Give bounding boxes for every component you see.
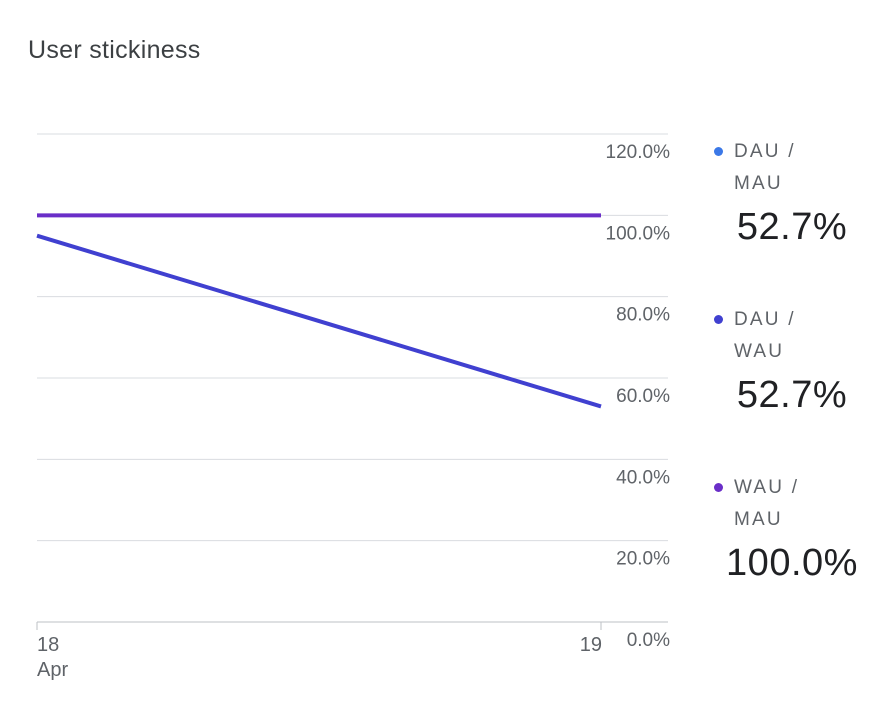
y-tick-label: 80.0% bbox=[616, 305, 670, 326]
y-tick-label: 0.0% bbox=[627, 630, 670, 651]
legend-label: DAU / MAU bbox=[734, 141, 796, 194]
legend-dot-icon bbox=[714, 483, 723, 492]
legend-value: 52.7% bbox=[736, 206, 848, 248]
legend-value: 52.7% bbox=[736, 374, 848, 416]
x-tick-label: 18 bbox=[37, 634, 59, 656]
legend-item-dau-mau[interactable]: DAU / MAU 52.7% bbox=[712, 136, 877, 304]
legend-dot-icon bbox=[714, 315, 723, 324]
legend-item-dau-wau[interactable]: DAU / WAU 52.7% bbox=[712, 304, 877, 472]
y-tick-label: 40.0% bbox=[616, 467, 670, 488]
legend-label: WAU / MAU bbox=[734, 477, 800, 530]
chart-legend: DAU / MAU 52.7% DAU / WAU 52.7% WAU / MA… bbox=[712, 136, 877, 640]
card-title: User stickiness bbox=[28, 36, 201, 64]
legend-value: 100.0% bbox=[726, 542, 858, 584]
x-tick-label: 19 bbox=[580, 634, 602, 656]
series-line-dau-mau[interactable] bbox=[36, 233, 602, 409]
y-tick-label: 100.0% bbox=[606, 223, 671, 244]
y-tick-label: 20.0% bbox=[616, 549, 670, 570]
y-tick-label: 120.0% bbox=[606, 142, 671, 163]
line-chart: 0.0% 20.0% 40.0% 60.0% 80.0% 100.0% 120.0% 18 Ap… bbox=[36, 133, 671, 681]
x-tick-label-month: Apr bbox=[37, 659, 68, 681]
legend-item-wau-mau[interactable]: WAU / MAU 100.0% bbox=[712, 472, 877, 640]
legend-label: DAU / WAU bbox=[734, 309, 796, 362]
y-tick-label: 60.0% bbox=[616, 386, 670, 407]
legend-dot-icon bbox=[714, 147, 723, 156]
